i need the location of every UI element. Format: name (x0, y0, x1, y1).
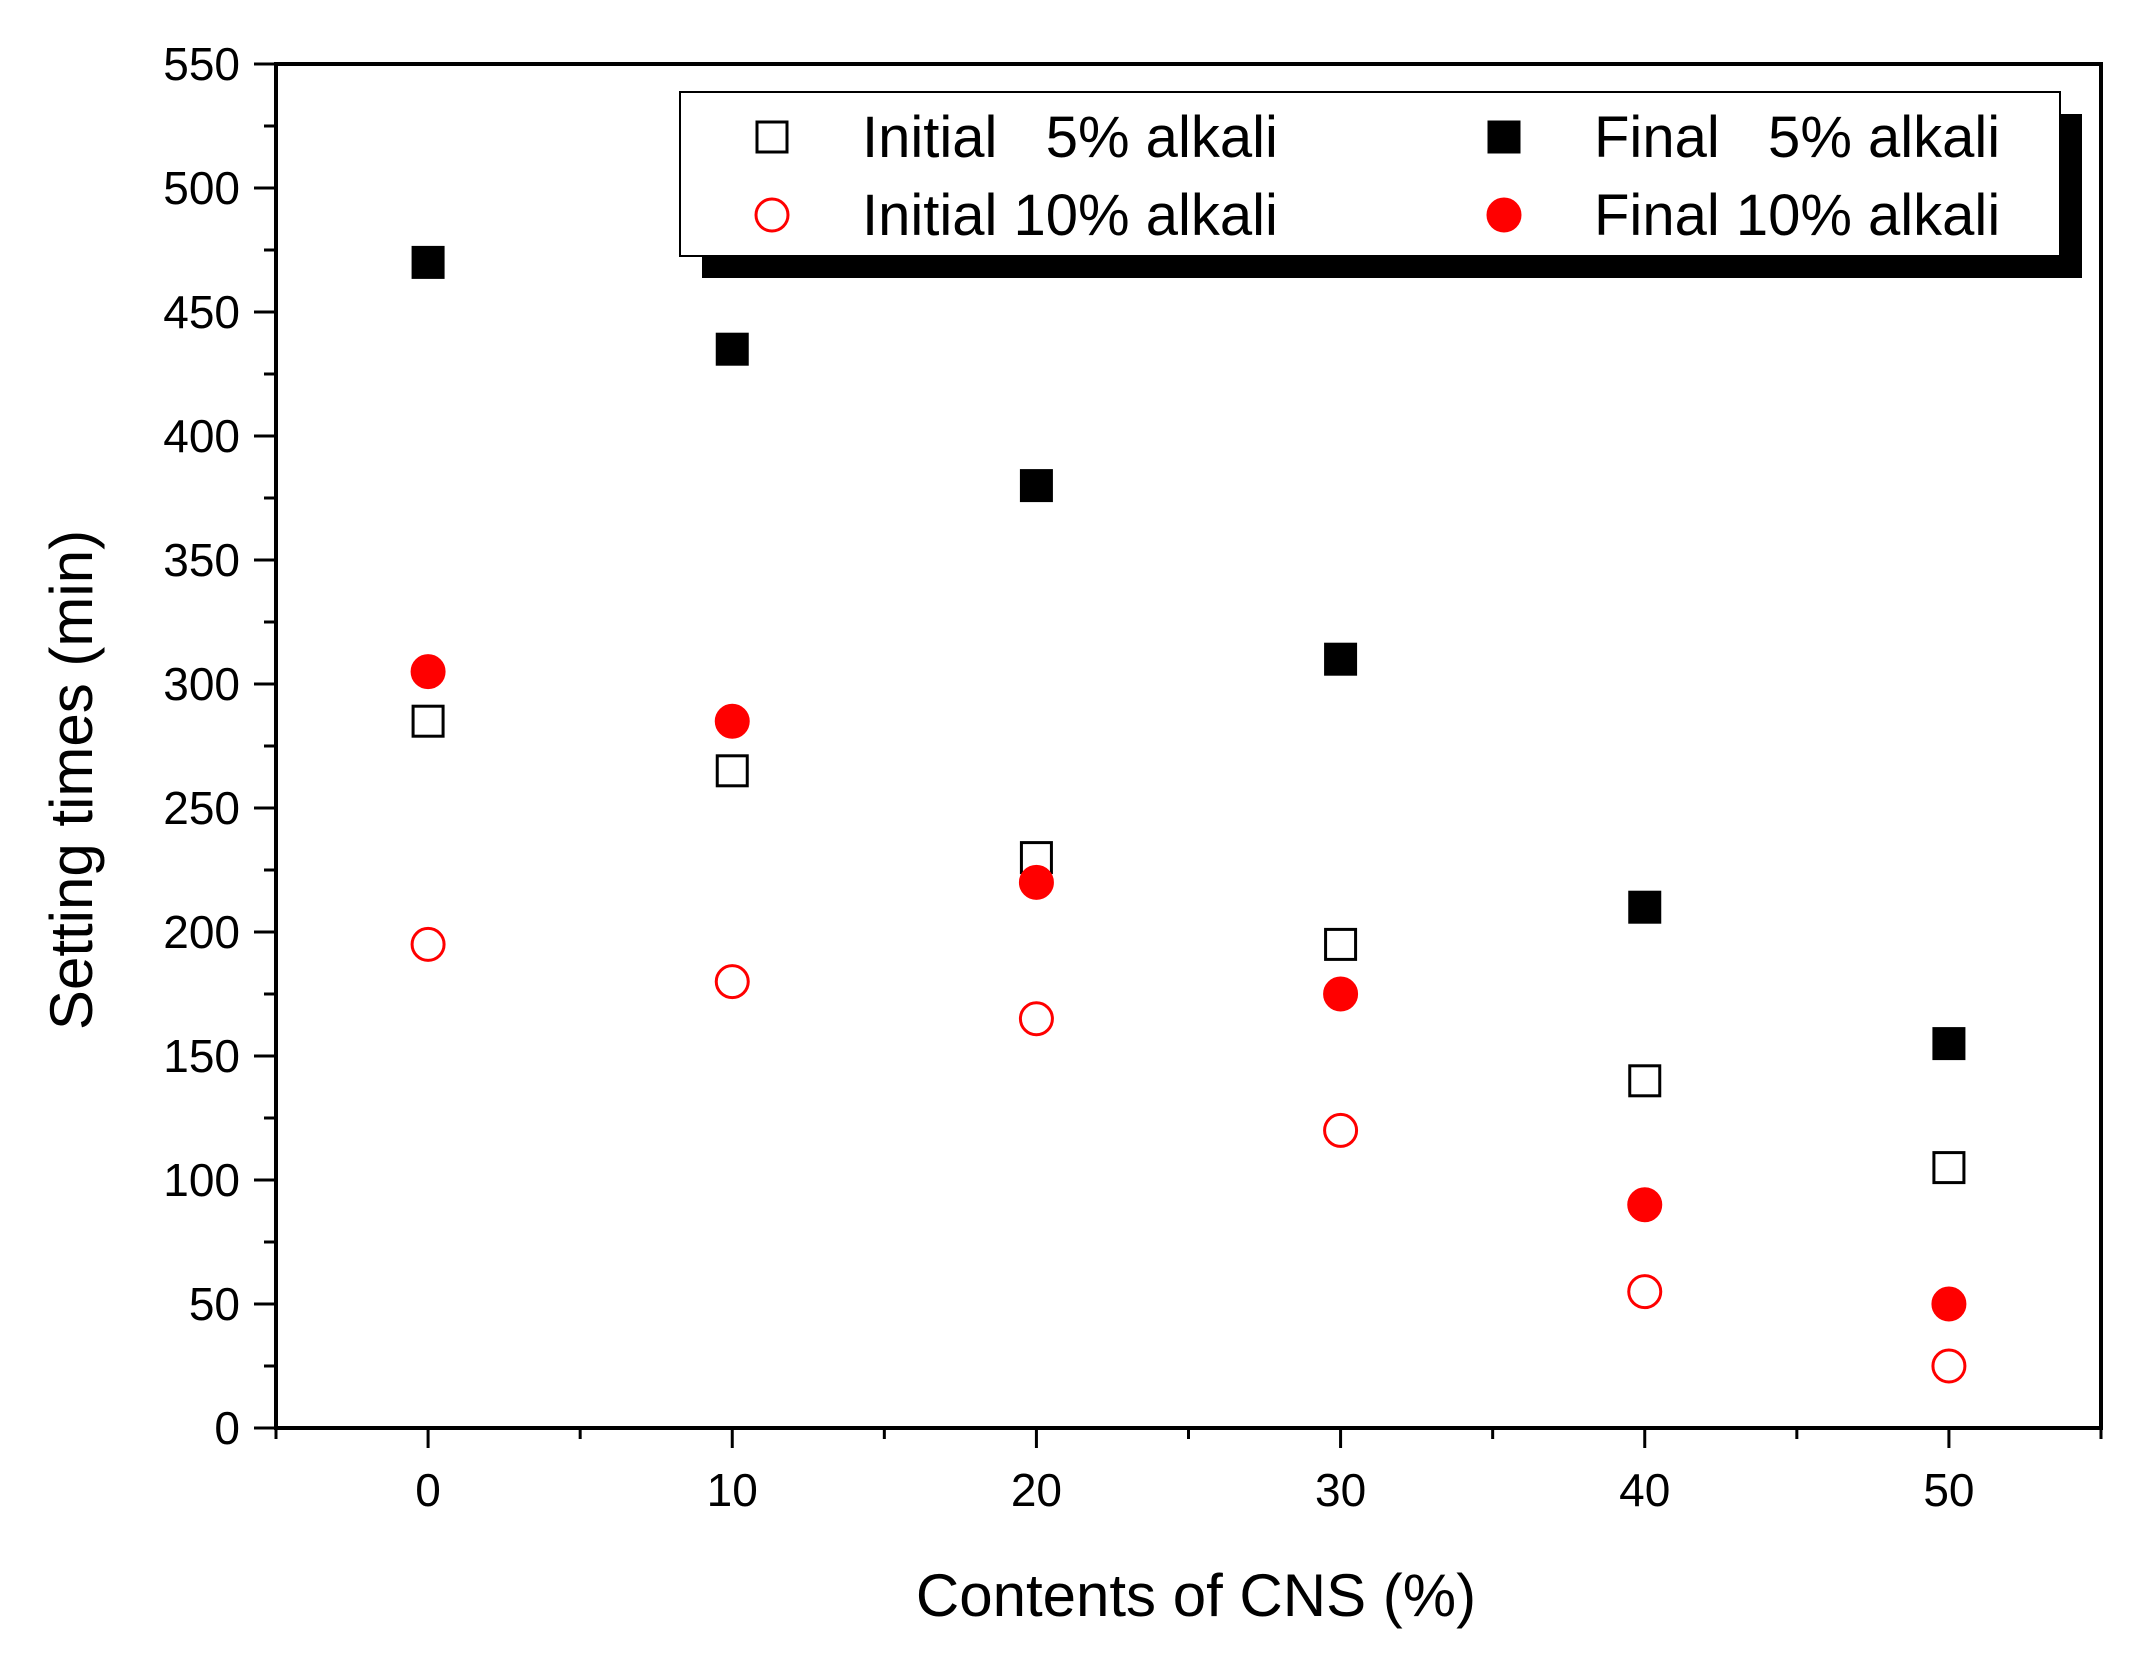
data-markers (410, 245, 1967, 1384)
legend-marker-3 (1486, 197, 1522, 233)
x-tick-label: 20 (1011, 1464, 1062, 1516)
y-tick-label: 400 (163, 410, 240, 462)
legend: Initial 5% alkali Initial 10% alkali Final… (679, 91, 2082, 278)
legend-marker-0 (755, 120, 789, 154)
y-tick-label: 150 (163, 1030, 240, 1082)
marker-series0-point5 (1932, 1151, 1966, 1185)
x-tick-label: 30 (1315, 1464, 1366, 1516)
legend-label-2: Final 5% alkali (1594, 105, 2000, 170)
y-tick-label: 100 (163, 1154, 240, 1206)
y-tick-label: 450 (163, 286, 240, 338)
y-tick-label: 250 (163, 782, 240, 834)
x-tick-label: 10 (707, 1464, 758, 1516)
marker-series0-point3 (1324, 927, 1358, 961)
marker-series2-point0 (411, 245, 445, 279)
marker-series3-point5 (1931, 1286, 1967, 1322)
y-tick-label: 350 (163, 534, 240, 586)
ticks: 0 50 100 150 200 250 300 350 400 450 500 550 0 10 20 30… (163, 38, 2103, 1516)
y-tick-label: 300 (163, 658, 240, 710)
marker-series1-point5 (1931, 1348, 1967, 1384)
marker-series1-point2 (1018, 1001, 1054, 1037)
marker-series0-point0 (411, 704, 445, 738)
marker-series2-point3 (1324, 642, 1358, 676)
marker-series1-point0 (410, 926, 446, 962)
marker-series3-point4 (1627, 1187, 1663, 1223)
marker-series0-point4 (1628, 1064, 1662, 1098)
marker-series1-point3 (1323, 1112, 1359, 1148)
legend-marker-1 (754, 197, 790, 233)
marker-series2-point2 (1019, 469, 1053, 503)
y-axis-title: Setting times (min) (38, 530, 105, 1030)
marker-series1-point4 (1627, 1274, 1663, 1310)
legend-label-0: Initial 5% alkali (862, 105, 1278, 170)
legend-label-1: Initial 10% alkali (862, 183, 1278, 248)
marker-series2-point4 (1628, 890, 1662, 924)
x-axis-title: Contents of CNS (%) (916, 1562, 1476, 1629)
marker-series1-point1 (714, 964, 750, 1000)
x-tick-label: 40 (1619, 1464, 1670, 1516)
y-tick-label: 550 (163, 38, 240, 90)
marker-series2-point1 (715, 332, 749, 366)
y-tick-label: 500 (163, 162, 240, 214)
legend-box (679, 91, 2061, 257)
x-tick-label: 50 (1923, 1464, 1974, 1516)
legend-marker-2 (1487, 120, 1521, 154)
y-tick-label: 200 (163, 906, 240, 958)
x-tick-label: 0 (415, 1464, 441, 1516)
marker-series2-point5 (1932, 1027, 1966, 1061)
marker-series3-point2 (1018, 864, 1054, 900)
marker-series3-point0 (410, 654, 446, 690)
y-tick-label: 50 (189, 1278, 240, 1330)
marker-series3-point1 (714, 703, 750, 739)
y-tick-label: 0 (214, 1402, 240, 1454)
legend-label-3: Final 10% alkali (1594, 183, 2000, 248)
marker-series3-point3 (1323, 976, 1359, 1012)
marker-series0-point1 (715, 754, 749, 788)
